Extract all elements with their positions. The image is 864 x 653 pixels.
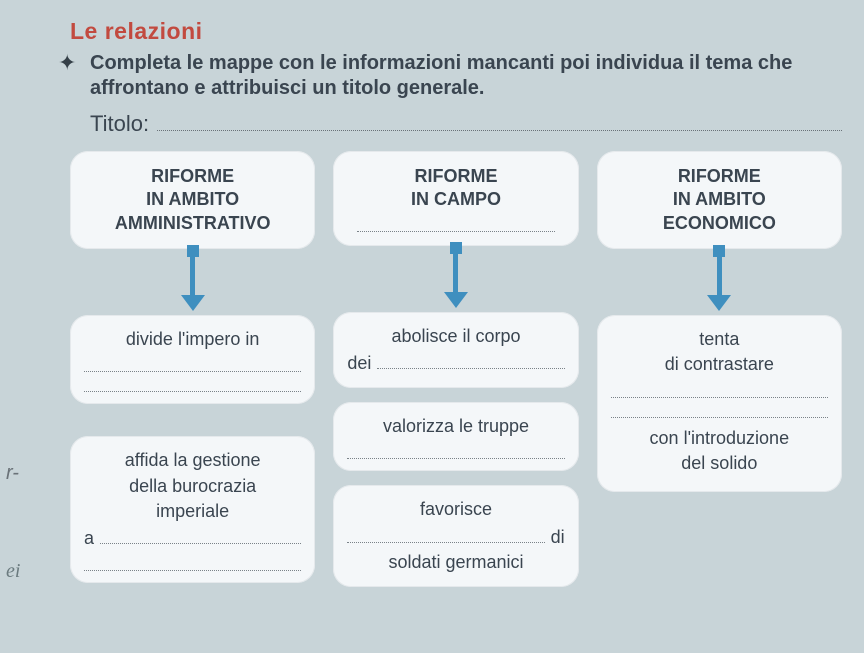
box-text: favorisce bbox=[347, 497, 564, 522]
titolo-blank-line[interactable] bbox=[157, 109, 842, 131]
box-affida-gestione: affida la gestione della burocrazia impe… bbox=[70, 436, 315, 583]
blank-line[interactable] bbox=[100, 528, 301, 544]
arrow-stem-icon bbox=[453, 252, 458, 294]
blank-line[interactable] bbox=[347, 443, 564, 459]
header-amministrativo: RIFORME IN AMBITO AMMINISTRATIVO bbox=[70, 151, 315, 249]
header-line: RIFORME bbox=[609, 165, 830, 188]
blank-line[interactable] bbox=[611, 382, 828, 398]
blank-line[interactable] bbox=[611, 402, 828, 418]
header-line: IN CAMPO bbox=[345, 188, 566, 211]
header-campo: RIFORME IN CAMPO bbox=[333, 151, 578, 246]
box-trail: di bbox=[551, 525, 565, 550]
blank-line[interactable] bbox=[84, 376, 301, 392]
section-title: Le relazioni bbox=[70, 18, 842, 45]
column-amministrativo: RIFORME IN AMBITO AMMINISTRATIVO divide … bbox=[70, 151, 315, 597]
arrow-stem-icon bbox=[190, 255, 195, 297]
arrow-down-icon bbox=[444, 292, 468, 308]
box-text: con l'introduzione bbox=[611, 426, 828, 451]
box-text: del solido bbox=[611, 451, 828, 476]
header-line: IN AMBITO bbox=[609, 188, 830, 211]
connector-dot-icon bbox=[187, 245, 199, 257]
box-tenta-contrastare: tenta di contrastare con l'introduzione … bbox=[597, 315, 842, 492]
header-line: IN AMBITO bbox=[82, 188, 303, 211]
header-line: ECONOMICO bbox=[609, 212, 830, 235]
box-abolisce-corpo: abolisce il corpo dei bbox=[333, 312, 578, 388]
box-text: della burocrazia bbox=[84, 474, 301, 499]
box-valorizza-truppe: valorizza le truppe bbox=[333, 402, 578, 471]
box-text: affida la gestione bbox=[84, 448, 301, 473]
column-economico: RIFORME IN AMBITO ECONOMICO tenta di con… bbox=[597, 151, 842, 506]
box-text: soldati germanici bbox=[347, 550, 564, 575]
titolo-row: Titolo: bbox=[90, 109, 842, 137]
box-text: valorizza le truppe bbox=[347, 414, 564, 439]
box-text: divide l'impero in bbox=[84, 327, 301, 352]
header-line: AMMINISTRATIVO bbox=[82, 212, 303, 235]
box-text: abolisce il corpo bbox=[347, 324, 564, 349]
blank-line[interactable] bbox=[84, 356, 301, 372]
exercise-bullet-icon: ✦ bbox=[58, 50, 76, 76]
connector-dot-icon bbox=[713, 245, 725, 257]
arrow-down-icon bbox=[181, 295, 205, 311]
arrow-stem-icon bbox=[717, 255, 722, 297]
box-lead: a bbox=[84, 526, 94, 551]
box-text: tenta bbox=[611, 327, 828, 352]
blank-line[interactable] bbox=[347, 527, 544, 543]
header-line: RIFORME bbox=[345, 165, 566, 188]
margin-note: r- bbox=[6, 462, 19, 485]
titolo-label: Titolo: bbox=[90, 111, 149, 137]
maps-columns: RIFORME IN AMBITO AMMINISTRATIVO divide … bbox=[70, 151, 842, 601]
header-line: RIFORME bbox=[82, 165, 303, 188]
box-lead: dei bbox=[347, 351, 371, 376]
box-divide-impero: divide l'impero in bbox=[70, 315, 315, 404]
blank-line[interactable] bbox=[84, 555, 301, 571]
box-text: imperiale bbox=[84, 499, 301, 524]
connector-dot-icon bbox=[450, 242, 462, 254]
exercise-instructions: Completa le mappe con le informazioni ma… bbox=[90, 51, 842, 101]
blank-line[interactable] bbox=[377, 353, 564, 369]
margin-note: ei bbox=[6, 560, 20, 583]
column-campo: RIFORME IN CAMPO abolisce il corpo dei v… bbox=[333, 151, 578, 601]
header-economico: RIFORME IN AMBITO ECONOMICO bbox=[597, 151, 842, 249]
box-text: di contrastare bbox=[611, 352, 828, 377]
arrow-down-icon bbox=[707, 295, 731, 311]
box-favorisce: favorisce di soldati germanici bbox=[333, 485, 578, 587]
blank-line[interactable] bbox=[357, 218, 554, 232]
